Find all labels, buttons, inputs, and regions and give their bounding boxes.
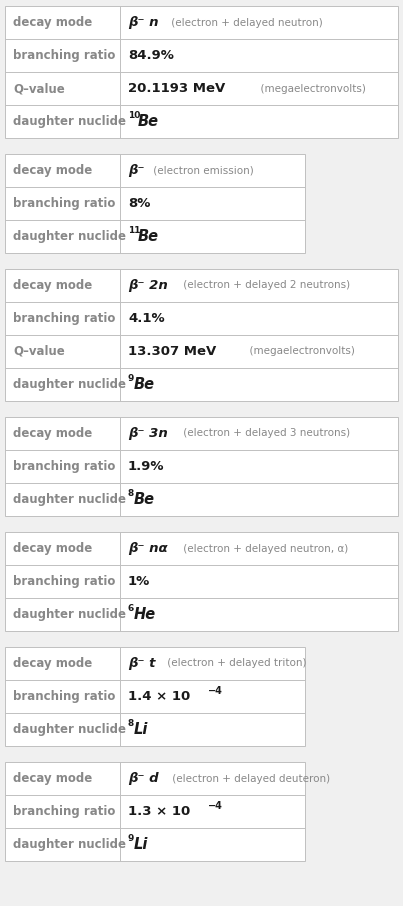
Text: (electron + delayed triton): (electron + delayed triton) xyxy=(164,659,307,669)
Text: (electron + delayed 3 neutrons): (electron + delayed 3 neutrons) xyxy=(180,429,351,439)
Bar xyxy=(5,154,305,253)
Text: 9: 9 xyxy=(128,374,134,383)
Text: −4: −4 xyxy=(208,686,223,696)
Text: decay mode: decay mode xyxy=(13,427,92,440)
Text: 1.3 × 10: 1.3 × 10 xyxy=(128,805,190,818)
Bar xyxy=(5,6,398,138)
Text: 13.307 MeV: 13.307 MeV xyxy=(128,345,216,358)
Text: daughter nuclide: daughter nuclide xyxy=(13,608,126,621)
Text: Q–value: Q–value xyxy=(13,345,65,358)
Text: daughter nuclide: daughter nuclide xyxy=(13,378,126,391)
Text: branching ratio: branching ratio xyxy=(13,460,115,473)
Text: branching ratio: branching ratio xyxy=(13,197,115,210)
Text: (electron emission): (electron emission) xyxy=(150,166,254,176)
Text: (megaelectronvolts): (megaelectronvolts) xyxy=(254,83,366,93)
Text: Be: Be xyxy=(133,377,154,392)
Text: branching ratio: branching ratio xyxy=(13,312,115,325)
Text: 84.9%: 84.9% xyxy=(128,49,174,62)
Text: 8: 8 xyxy=(128,489,134,498)
Text: (electron + delayed 2 neutrons): (electron + delayed 2 neutrons) xyxy=(180,281,351,291)
Text: β⁻ t: β⁻ t xyxy=(128,657,156,670)
Text: daughter nuclide: daughter nuclide xyxy=(13,723,126,736)
Text: 8: 8 xyxy=(128,719,134,728)
Text: branching ratio: branching ratio xyxy=(13,805,115,818)
Text: β⁻ d: β⁻ d xyxy=(128,772,159,785)
Text: Be: Be xyxy=(138,229,159,244)
Text: daughter nuclide: daughter nuclide xyxy=(13,493,126,506)
Text: decay mode: decay mode xyxy=(13,772,92,785)
Text: β⁻: β⁻ xyxy=(128,164,145,177)
Text: Be: Be xyxy=(138,114,159,129)
Text: Li: Li xyxy=(133,722,148,737)
Text: 4.1%: 4.1% xyxy=(128,312,164,325)
Text: daughter nuclide: daughter nuclide xyxy=(13,115,126,128)
Text: 6: 6 xyxy=(128,604,134,613)
Text: branching ratio: branching ratio xyxy=(13,575,115,588)
Text: He: He xyxy=(133,607,156,622)
Text: daughter nuclide: daughter nuclide xyxy=(13,838,126,851)
Text: (electron + delayed deuteron): (electron + delayed deuteron) xyxy=(168,774,330,784)
Bar xyxy=(5,647,305,746)
Text: 11: 11 xyxy=(128,226,141,235)
Text: branching ratio: branching ratio xyxy=(13,690,115,703)
Text: 20.1193 MeV: 20.1193 MeV xyxy=(128,82,225,95)
Text: daughter nuclide: daughter nuclide xyxy=(13,230,126,243)
Bar xyxy=(5,269,398,401)
Text: β⁻ nα: β⁻ nα xyxy=(128,542,168,555)
Bar xyxy=(5,417,398,516)
Text: decay mode: decay mode xyxy=(13,16,92,29)
Text: Li: Li xyxy=(133,837,148,852)
Text: (electron + delayed neutron): (electron + delayed neutron) xyxy=(168,17,323,27)
Text: 10: 10 xyxy=(128,111,140,120)
Text: 1.9%: 1.9% xyxy=(128,460,164,473)
Bar xyxy=(5,762,305,861)
Text: decay mode: decay mode xyxy=(13,164,92,177)
Text: (electron + delayed neutron, α): (electron + delayed neutron, α) xyxy=(180,544,348,554)
Text: Be: Be xyxy=(133,492,154,507)
Text: 1%: 1% xyxy=(128,575,150,588)
Text: 9: 9 xyxy=(128,834,134,843)
Text: β⁻ n: β⁻ n xyxy=(128,16,158,29)
Text: (megaelectronvolts): (megaelectronvolts) xyxy=(243,346,355,356)
Text: 8%: 8% xyxy=(128,197,150,210)
Bar xyxy=(5,532,398,631)
Text: decay mode: decay mode xyxy=(13,657,92,670)
Text: 1.4 × 10: 1.4 × 10 xyxy=(128,690,190,703)
Text: decay mode: decay mode xyxy=(13,279,92,292)
Text: decay mode: decay mode xyxy=(13,542,92,555)
Text: β⁻ 2n: β⁻ 2n xyxy=(128,279,168,292)
Text: branching ratio: branching ratio xyxy=(13,49,115,62)
Text: β⁻ 3n: β⁻ 3n xyxy=(128,427,168,440)
Text: Q–value: Q–value xyxy=(13,82,65,95)
Text: −4: −4 xyxy=(208,801,223,811)
